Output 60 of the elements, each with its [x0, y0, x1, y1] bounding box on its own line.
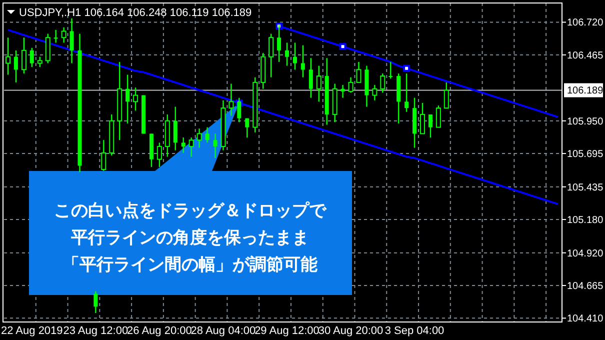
candlestick [372, 84, 378, 101]
y-tick-label: 105.435 [567, 182, 604, 194]
candlestick [156, 142, 162, 168]
chart-title: USDJPY,.H1 106.164 106.248 106.119 106.189 [19, 7, 252, 19]
candlestick [300, 44, 305, 78]
candlestick [348, 76, 354, 94]
candlestick [173, 106, 178, 151]
candlestick [5, 36, 10, 76]
candlestick [420, 102, 425, 134]
candlestick [340, 84, 345, 98]
candlestick [188, 136, 194, 158]
annotation: 「平行ライン間の幅」が調節可能 [62, 255, 318, 275]
y-tick-label: 105.695 [567, 149, 604, 160]
candlestick [14, 50, 18, 84]
candlestick [61, 26, 66, 44]
x-tick-label: 23 Aug 12:00 [63, 325, 128, 337]
y-tick-label: 106.465 [567, 50, 604, 62]
candlestick [133, 86, 138, 112]
candlestick [356, 61, 362, 84]
candlestick [388, 61, 393, 80]
y-tick-label: 104.920 [567, 248, 604, 260]
candlestick [404, 72, 409, 112]
candlestick [126, 74, 130, 124]
candlestick [308, 57, 313, 98]
y-tick-label: 104.410 [567, 314, 604, 325]
x-tick-label: 30 Aug 20:00 [318, 325, 384, 337]
candlestick [444, 82, 449, 109]
x-tick-label: 22 Aug 2019 [1, 325, 63, 337]
candlestick [380, 72, 386, 94]
candlestick [245, 118, 250, 138]
x-tick-label: 29 Aug 12:00 [254, 325, 320, 337]
annotation: 平行ラインの角度を保ったまま [70, 228, 309, 248]
candlestick [292, 42, 297, 70]
candlestick [284, 42, 289, 66]
x-tick-label: 26 Aug 20:00 [127, 325, 192, 337]
candlestick [54, 29, 58, 44]
candlestick [196, 128, 202, 148]
candlestick [316, 65, 322, 102]
x-tick-label: 3 Sep 04:00 [384, 325, 444, 337]
y-tick-label: 105.950 [567, 116, 604, 128]
y-tick-label: 104.665 [567, 280, 604, 292]
candlestick [37, 56, 42, 68]
candlestick [94, 290, 98, 314]
candlestick [181, 136, 186, 154]
y-tick-label: 105.180 [567, 215, 604, 226]
candlestick [268, 33, 274, 78]
candlestick [205, 126, 210, 144]
y-tick-label: 106.720 [567, 18, 604, 29]
candlestick [428, 114, 432, 138]
annotation: この白い点をドラッグ＆ドロップで [54, 201, 327, 221]
candlestick [30, 47, 34, 68]
candlestick [70, 18, 74, 64]
candlestick [436, 104, 441, 128]
candlestick [101, 139, 106, 172]
x-tick-label: 28 Aug 04:00 [190, 325, 256, 337]
candlestick [21, 36, 26, 74]
candlestick [228, 83, 234, 116]
candlestick [213, 133, 218, 159]
ref-line-label: 106.189 [567, 86, 604, 97]
candlestick [45, 33, 50, 64]
